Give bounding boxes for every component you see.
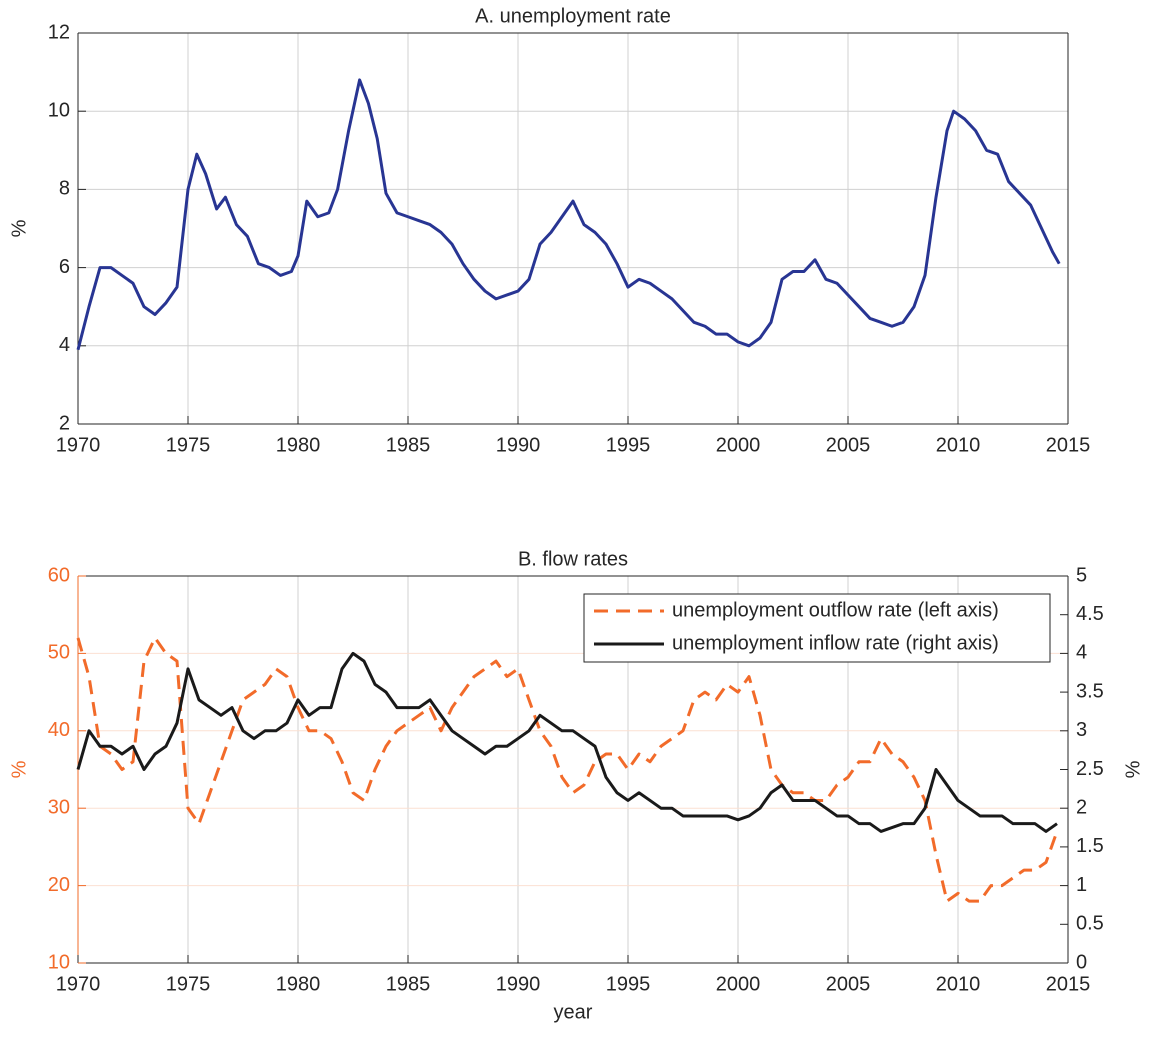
y2-tick-label: 4.5 — [1076, 603, 1104, 625]
x-tick-label: 1970 — [56, 434, 101, 456]
y-tick-label: 30 — [48, 796, 70, 818]
y-tick-label: 12 — [48, 21, 70, 43]
x-tick-label: 2000 — [716, 434, 761, 456]
x-tick-label: 1990 — [496, 973, 541, 995]
x-tick-label: 1985 — [386, 434, 431, 456]
y-tick-label: 40 — [48, 719, 70, 741]
y2-tick-label: 2.5 — [1076, 758, 1104, 780]
y-axis-label: % — [8, 219, 30, 237]
x-tick-label: 2010 — [936, 434, 981, 456]
data-line — [76, 78, 1061, 351]
legend-label: unemployment outflow rate (left axis) — [672, 599, 999, 621]
y2-axis-label: % — [1122, 760, 1144, 778]
y-tick-label: 20 — [48, 874, 70, 896]
y2-tick-label: 4 — [1076, 642, 1087, 664]
x-tick-label: 2000 — [716, 973, 761, 995]
y-tick-label: 4 — [59, 334, 70, 356]
chart-title: B. flow rates — [518, 548, 628, 570]
y2-tick-label: 3.5 — [1076, 680, 1104, 702]
data-line — [76, 651, 1058, 833]
x-tick-label: 2015 — [1046, 434, 1091, 456]
y2-tick-label: 1 — [1076, 874, 1087, 896]
y2-tick-label: 1.5 — [1076, 835, 1104, 857]
data-line — [76, 636, 1059, 903]
y2-tick-label: 0 — [1076, 951, 1087, 973]
y2-tick-label: 2 — [1076, 796, 1087, 818]
legend-box — [583, 593, 1051, 663]
y-axis-label: % — [8, 760, 30, 778]
y2-tick-label: 3 — [1076, 719, 1087, 741]
y-tick-label: 60 — [48, 564, 70, 586]
x-tick-label: 2010 — [936, 973, 981, 995]
chart-title: A. unemployment rate — [475, 5, 671, 27]
y2-tick-label: 5 — [1076, 564, 1087, 586]
x-tick-label: 1975 — [166, 973, 211, 995]
x-tick-label: 2005 — [826, 973, 871, 995]
y-tick-label: 2 — [59, 412, 70, 434]
y-tick-label: 8 — [59, 178, 70, 200]
x-tick-label: 1980 — [276, 973, 321, 995]
y-tick-label: 10 — [48, 99, 70, 121]
legend-label: unemployment inflow rate (right axis) — [672, 632, 999, 654]
x-tick-label: 2005 — [826, 434, 871, 456]
x-tick-label: 2015 — [1046, 973, 1091, 995]
x-tick-label: 1985 — [386, 973, 431, 995]
x-tick-label: 1970 — [56, 973, 101, 995]
x-tick-label: 1980 — [276, 434, 321, 456]
y2-tick-label: 0.5 — [1076, 913, 1104, 935]
y-tick-label: 6 — [59, 256, 70, 278]
x-axis-label: year — [554, 1001, 593, 1023]
x-tick-label: 1975 — [166, 434, 211, 456]
y-tick-label: 10 — [48, 951, 70, 973]
y-tick-label: 50 — [48, 642, 70, 664]
x-tick-label: 1995 — [606, 973, 651, 995]
x-tick-label: 1995 — [606, 434, 651, 456]
x-tick-label: 1990 — [496, 434, 541, 456]
